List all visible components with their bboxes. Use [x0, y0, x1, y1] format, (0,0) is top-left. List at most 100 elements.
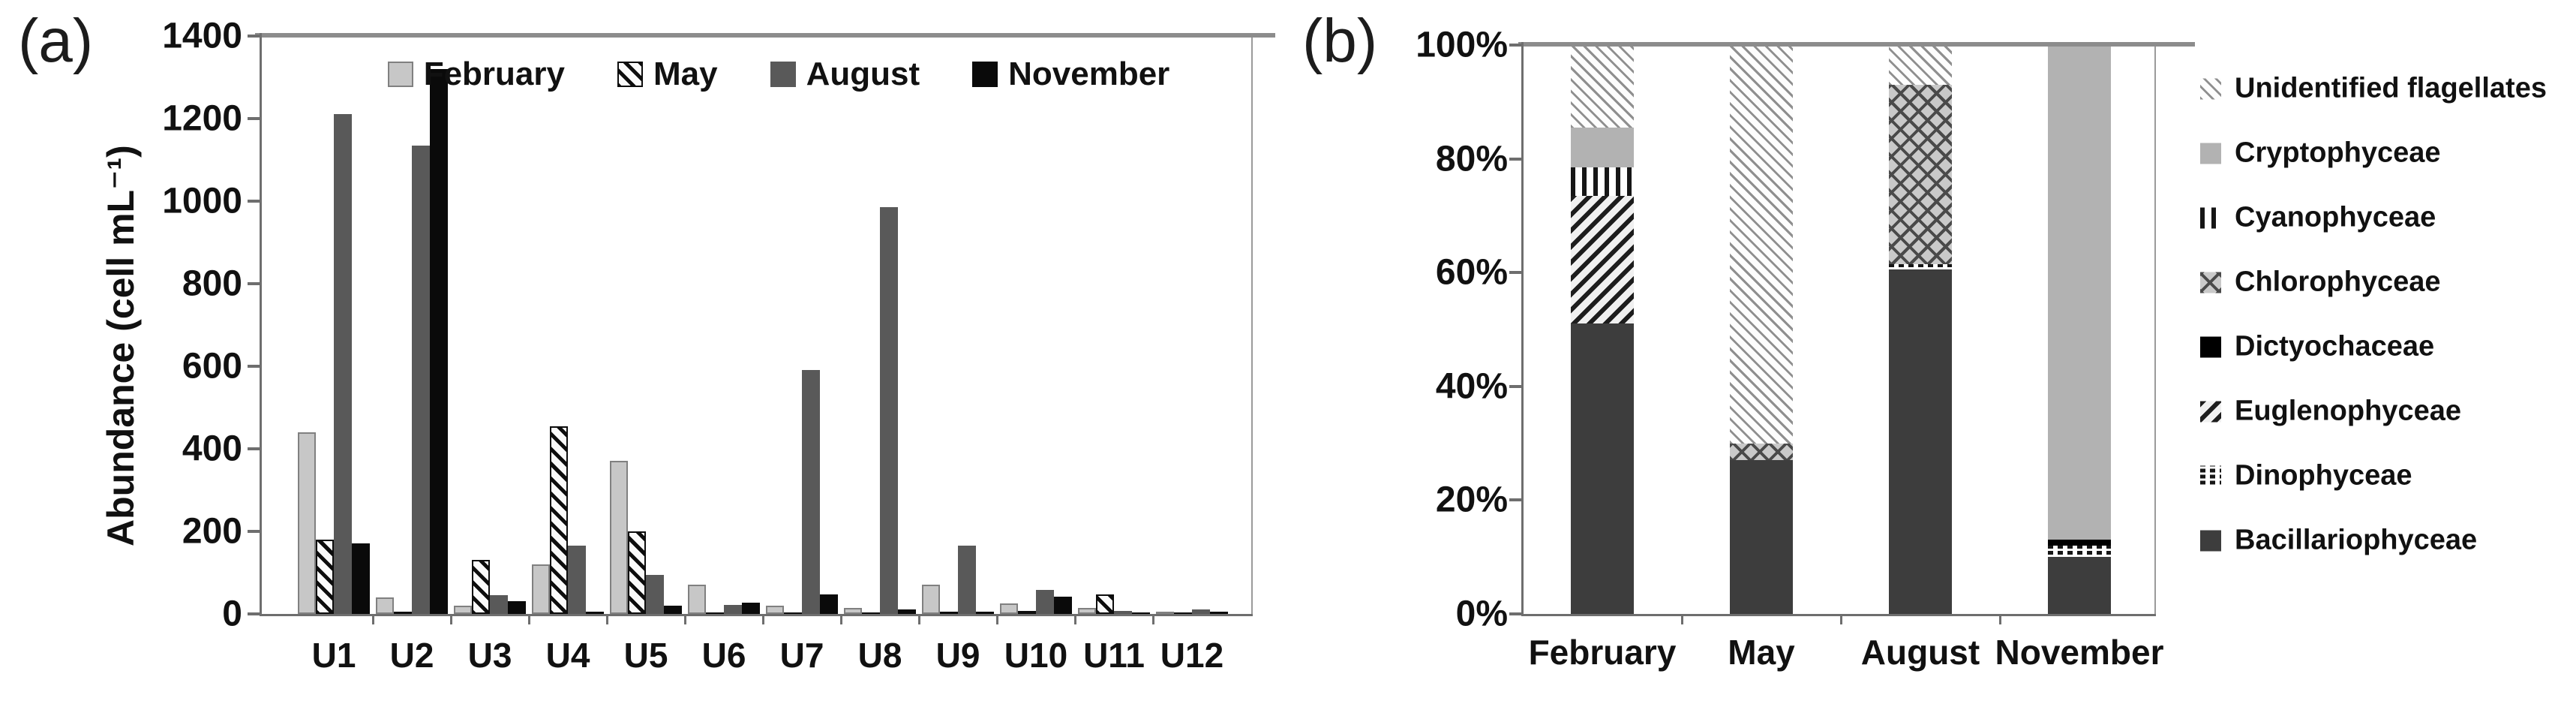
- legend-label-chlorophyceae: Chlorophyceae: [2235, 266, 2441, 298]
- chart-a-x-tickmark: [918, 614, 920, 624]
- segment-cryptophyceae-november: [2048, 45, 2111, 540]
- bar-august-u2: [412, 146, 430, 614]
- segment-bacillariophyceae-february: [1571, 323, 1634, 614]
- bar-may-u3: [472, 560, 490, 614]
- chart-b-right-border: [2154, 42, 2156, 615]
- legend-swatch-cyanophyceae: [2200, 207, 2221, 228]
- bar-may-u12: [1174, 612, 1192, 614]
- bar-may-u2: [394, 612, 412, 614]
- legend-label-february: February: [423, 56, 565, 92]
- bar-may-u7: [784, 612, 802, 614]
- chart-a-y-tick-label: 1200: [162, 98, 242, 139]
- chart-a-y-tick-label: 800: [182, 263, 242, 304]
- segment-unidentified-flagellates-august: [1889, 45, 1952, 85]
- chart-a-y-tickmark: [248, 35, 260, 38]
- chart-b-x-tickmark: [1999, 614, 2001, 624]
- bar-august-u9: [958, 546, 976, 614]
- legend-swatch-dictyochaceae: [2200, 336, 2221, 357]
- bar-february-u12: [1156, 612, 1174, 614]
- legend-item-august: August: [770, 56, 920, 93]
- bar-august-u3: [490, 595, 508, 614]
- chart-a-category-label: U3: [467, 636, 512, 675]
- bar-february-u10: [1000, 603, 1018, 614]
- chart-b-y-axis: [1521, 42, 1524, 615]
- bar-november-u10: [1054, 597, 1072, 614]
- chart-b-x-tickmark: [1681, 614, 1683, 624]
- chart-a-right-border: [1251, 33, 1253, 615]
- legend-item-dictyochaceae: Dictyochaceae: [2200, 331, 2434, 363]
- chart-b-y-tickmark: [1509, 498, 1521, 502]
- bar-february-u9: [922, 585, 940, 614]
- segment-euglenophyceae-february: [1571, 196, 1634, 323]
- bar-may-u11: [1096, 594, 1114, 614]
- chart-a-category-label: U2: [389, 636, 434, 675]
- legend-swatch-bacillariophyceae: [2200, 530, 2221, 551]
- legend-swatch-august: [770, 62, 796, 87]
- legend-item-unidentified-flagellates: Unidentified flagellates: [2200, 73, 2547, 105]
- legend-swatch-may: [617, 62, 643, 87]
- chart-a-y-tickmark: [248, 365, 260, 368]
- bar-february-u11: [1078, 608, 1096, 614]
- bar-november-u1: [352, 543, 370, 614]
- segment-chlorophyceae-may: [1730, 444, 1793, 460]
- bar-may-u4: [550, 426, 568, 614]
- chart-a-category-label: U9: [935, 636, 980, 675]
- legend-label-dictyochaceae: Dictyochaceae: [2235, 330, 2435, 363]
- chart-a-x-axis: [260, 614, 1253, 616]
- legend-item-february: February: [387, 56, 565, 93]
- chart-a-x-tickmark: [996, 614, 998, 624]
- bar-may-u8: [862, 612, 880, 614]
- bar-may-u5: [628, 531, 646, 614]
- chart-a-category-label: U10: [1004, 636, 1068, 675]
- segment-bacillariophyceae-november: [2048, 557, 2111, 614]
- chart-a-category-label: U12: [1160, 636, 1224, 675]
- chart-a-x-tickmark: [528, 614, 530, 624]
- bar-november-u4: [586, 612, 604, 614]
- chart-a-x-tickmark: [606, 614, 608, 624]
- bar-february-u1: [298, 432, 316, 614]
- chart-a-y-tick-label: 0: [222, 594, 242, 634]
- chart-a-y-tickmark: [248, 117, 260, 120]
- chart-b-category-label: August: [1860, 633, 1980, 672]
- legend-label-bacillariophyceae: Bacillariophyceae: [2235, 524, 2478, 556]
- bar-august-u10: [1036, 590, 1054, 614]
- chart-a-category-label: U1: [311, 636, 356, 675]
- legend-label-dinophyceae: Dinophyceae: [2235, 459, 2412, 492]
- bar-august-u11: [1114, 611, 1132, 614]
- chart-a-category-label: U7: [779, 636, 824, 675]
- segment-cryptophyceae-february: [1571, 128, 1634, 167]
- chart-b-y-tickmark: [1509, 44, 1521, 47]
- chart-b-y-tick-label: 60%: [1435, 252, 1508, 293]
- bar-november-u8: [898, 609, 916, 614]
- bar-august-u1: [334, 114, 352, 614]
- chart-a-category-label: U5: [623, 636, 668, 675]
- chart-b-top-rule: [1518, 42, 2195, 47]
- chart-b-x-axis: [1521, 614, 2156, 616]
- bar-february-u2: [376, 597, 394, 614]
- segment-cyanophyceae-february: [1571, 167, 1634, 196]
- chart-b-y-tickmark: [1509, 157, 1521, 161]
- bar-november-u11: [1132, 612, 1150, 614]
- bar-may-u1: [316, 540, 334, 614]
- legend-label-unidentified-flagellates: Unidentified flagellates: [2235, 72, 2547, 104]
- bar-november-u7: [820, 594, 838, 614]
- legend-label-cryptophyceae: Cryptophyceae: [2235, 137, 2441, 169]
- bar-november-u6: [742, 603, 760, 614]
- segment-unidentified-flagellates-may: [1730, 45, 1793, 444]
- chart-a-y-tickmark: [248, 447, 260, 450]
- chart-b-y-tick-label: 100%: [1416, 25, 1508, 65]
- bar-february-u8: [844, 608, 862, 614]
- chart-a-x-tickmark: [762, 614, 764, 624]
- chart-b-y-tickmark: [1509, 384, 1521, 388]
- chart-a-y-tick-label: 1000: [162, 181, 242, 221]
- bar-february-u4: [532, 564, 550, 614]
- legend-swatch-chlorophyceae: [2200, 272, 2221, 293]
- chart-b-category-label: February: [1528, 633, 1677, 672]
- legend-item-cryptophyceae: Cryptophyceae: [2200, 137, 2441, 170]
- legend-swatch-euglenophyceae: [2200, 401, 2221, 422]
- segment-bacillariophyceae-august: [1889, 269, 1952, 614]
- chart-a-y-tick-label: 1400: [162, 16, 242, 56]
- legend-item-chlorophyceae: Chlorophyceae: [2200, 266, 2441, 299]
- chart-a-category-label: U8: [857, 636, 902, 675]
- chart-a-x-tickmark: [372, 614, 374, 624]
